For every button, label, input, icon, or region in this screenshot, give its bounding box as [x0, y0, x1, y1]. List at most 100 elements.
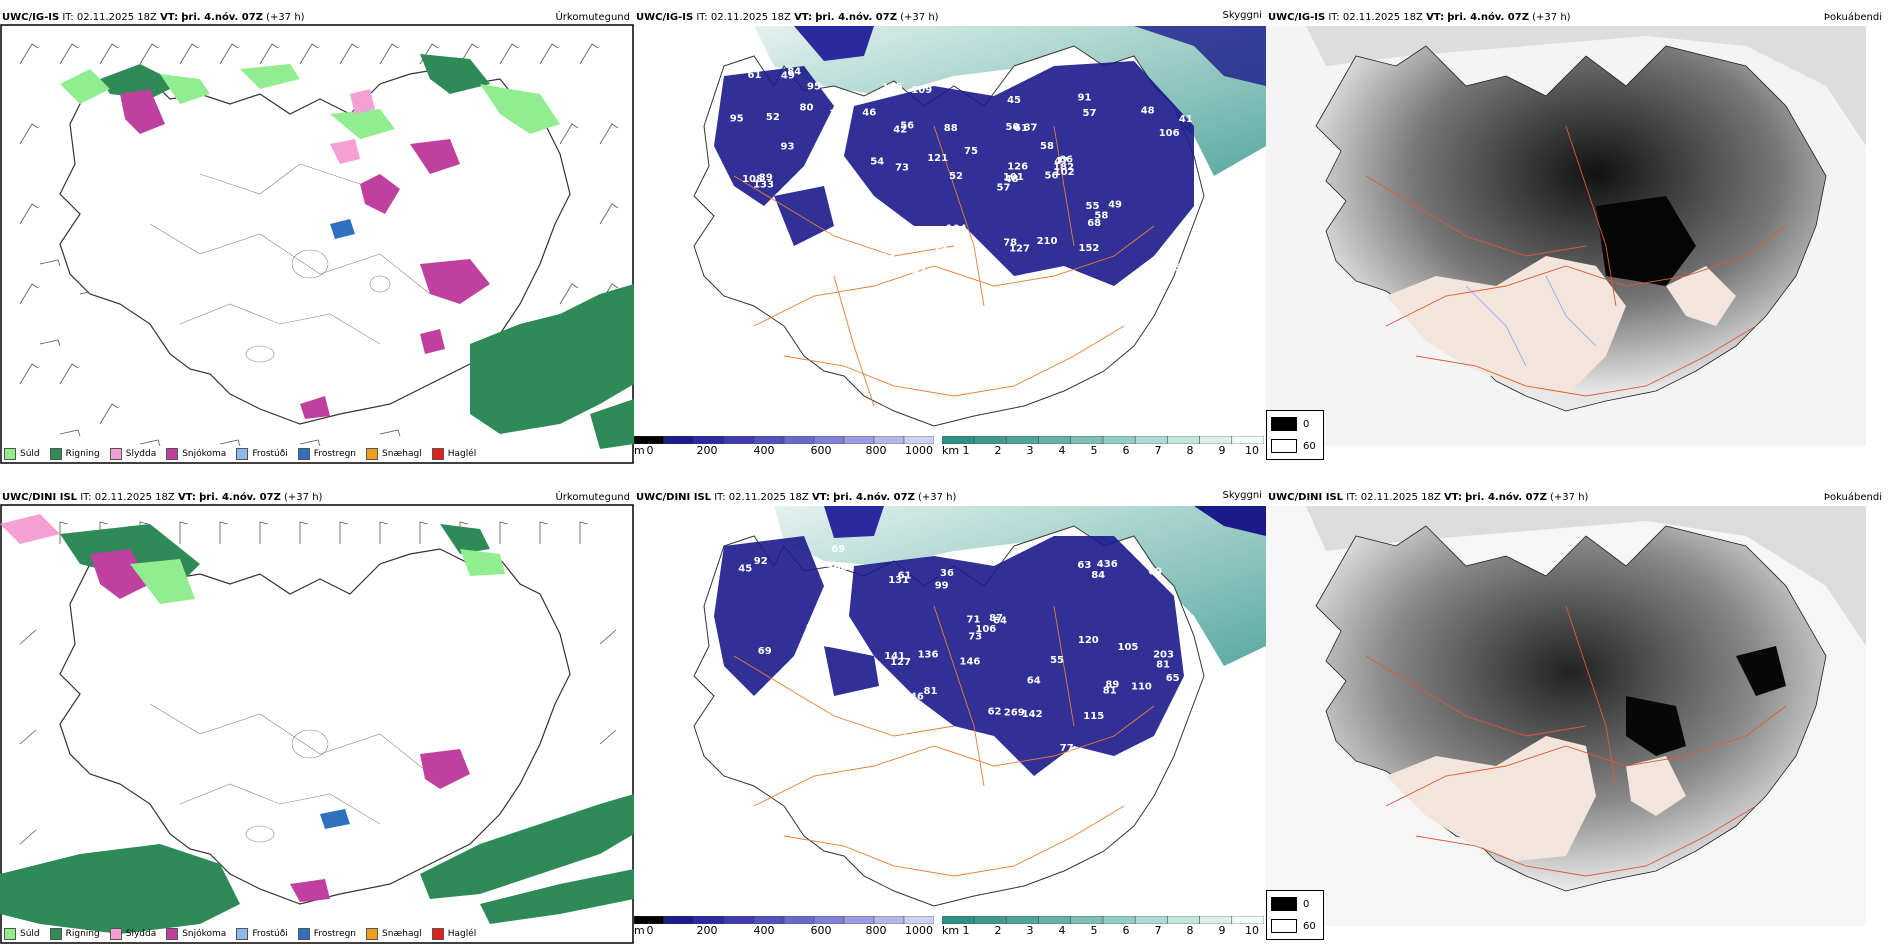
legend-swatch: [49, 448, 62, 460]
cloud-base-value: 55: [906, 225, 920, 236]
cloud-base-value: 120: [1078, 635, 1099, 646]
tick: 1000: [905, 924, 933, 937]
precip-map: [0, 24, 634, 464]
cloud-base-value: 210: [1037, 236, 1058, 247]
cloud-base-value: 96: [786, 671, 800, 682]
colorbar-segment: [973, 436, 1007, 444]
tick: 0: [646, 924, 654, 937]
cloud-base-value: 84: [787, 66, 801, 77]
visibility-map: 9342484047399187575661577341578052505855…: [693, 26, 1266, 427]
cloud-base-value: 126: [1007, 162, 1028, 173]
roads: [733, 125, 1155, 407]
cloud-base-value: 48: [1141, 106, 1155, 117]
colorbar-segment: [942, 916, 975, 924]
cloud-base-value: 58: [1094, 211, 1108, 222]
precip-legend: Súld Rigning Slydda Snjókoma Frostúði Fr…: [4, 928, 476, 940]
tick: 1000: [905, 444, 933, 457]
fog-key-white: [1271, 439, 1297, 453]
cloud-base-value: 58: [1146, 262, 1160, 273]
colorbar-segment: [873, 916, 905, 924]
cloud-base-value: 78: [1003, 237, 1017, 248]
tick: 4: [1058, 444, 1066, 457]
cloud-base-value: 45: [1007, 95, 1021, 106]
cloud-base-value: 81: [924, 686, 938, 697]
legend-item: Súld: [4, 448, 40, 460]
legend-item: Slydda: [109, 448, 156, 460]
cloud-base-value: 57: [997, 183, 1011, 194]
cloud-base-value: 69: [758, 646, 772, 657]
legend-item: Frostregn: [297, 928, 356, 940]
colorbar-segment: [843, 916, 875, 924]
precip-map: [0, 504, 634, 944]
tick: 2: [994, 924, 1002, 937]
tick: 3: [1026, 924, 1034, 937]
tick: 1: [962, 444, 970, 457]
tick: 200: [696, 924, 718, 937]
tick: 600: [810, 444, 832, 457]
legend-swatch: [166, 448, 179, 460]
fog-map: [1266, 26, 1866, 446]
colorbar-segment: [813, 436, 845, 444]
cloud-base-value: 60: [888, 699, 902, 710]
visibility-panel-top: UWC/IG-IS IT: 02.11.2025 18Z VT: þri. 4.…: [634, 10, 1266, 466]
colorbar-segment: [783, 916, 815, 924]
tick: 7: [1154, 444, 1162, 457]
cloud-base-value: 136: [918, 649, 939, 660]
cloud-base-value: 68: [1087, 218, 1101, 229]
cloud-base-value: 99: [935, 581, 949, 592]
cloud-base-value: 36: [940, 568, 954, 579]
cloud-base-value: 87: [989, 613, 1003, 624]
cloud-base-value: 146: [960, 657, 981, 668]
cloud-base-value: 115: [1083, 711, 1104, 722]
cloud-base-value: 109: [911, 85, 932, 96]
tick: 400: [753, 924, 775, 937]
panel-title: UWC/IG-IS IT: 02.11.2025 18Z VT: þri. 4.…: [636, 12, 939, 23]
colorbar-segment: [843, 436, 875, 444]
colorbar-strip: [634, 436, 934, 444]
fog-key-white: [1271, 919, 1297, 933]
colorbar-segment: [1102, 436, 1136, 444]
cloud-base-value: 91: [1078, 93, 1092, 104]
colorbar-ticks: 0 200 400 600 800 1000: [634, 444, 934, 457]
panel-label: Skyggni: [1222, 490, 1262, 501]
legend-swatch: [366, 448, 379, 460]
colorbar-segment: [903, 436, 934, 444]
colorbar-segment: [1199, 916, 1233, 924]
legend-swatch: [431, 448, 444, 460]
colorbar-segment: [1231, 916, 1264, 924]
cloud-base-labels: 9342484047399187575661577341578052505855…: [730, 66, 1193, 277]
precip-legend: Súld Rigning Slydda Snjókoma Frostúði Fr…: [4, 448, 476, 460]
cloud-base-value: 93: [945, 260, 959, 271]
tick: 10: [1245, 444, 1259, 457]
cloud-base-value: 56: [812, 665, 826, 676]
cloud-base-value: 142: [1022, 709, 1043, 720]
cloud-base-value: 102: [1054, 167, 1075, 178]
colorbar-segment: [634, 436, 665, 444]
legend-swatch: [4, 928, 16, 940]
fog-key-black: [1271, 897, 1297, 911]
colorbar-ticks: 1 2 3 4 5 6 7 8 9 10: [942, 444, 1264, 457]
colorbar-segment: [1006, 916, 1039, 924]
cloud-base-value: 46: [862, 107, 876, 118]
cloud-base-value: 152: [1079, 243, 1100, 254]
cloud-base-value: 121: [927, 153, 948, 164]
tick: 6: [1122, 444, 1130, 457]
cloud-base-value: 106: [1159, 128, 1180, 139]
precip-panel-top: UWC/IG-IS IT: 02.11.2025 18Z VT: þri. 4.…: [0, 10, 634, 466]
legend-item: Frostúði: [236, 448, 288, 460]
cloud-base-value: 566: [827, 562, 848, 573]
cloud-base-value: 61: [898, 570, 912, 581]
precip-patches: [60, 54, 634, 449]
colorbar-segment: [1199, 436, 1233, 444]
cloud-base-value: 65: [1166, 673, 1180, 684]
cloud-base-value: 146: [903, 691, 924, 702]
legend-item: Haglél: [431, 928, 476, 940]
cloud-base-value: 81: [1103, 686, 1117, 697]
panel-label: Úrkomutegund: [555, 12, 630, 23]
legend-swatch: [236, 448, 249, 460]
legend-item: Frostregn: [297, 448, 356, 460]
colorbar-segment: [753, 916, 785, 924]
cloud-base-value: 56: [900, 121, 914, 132]
cloud-base-value: 49: [1108, 200, 1122, 211]
cloud-base-value: 128: [829, 109, 850, 120]
